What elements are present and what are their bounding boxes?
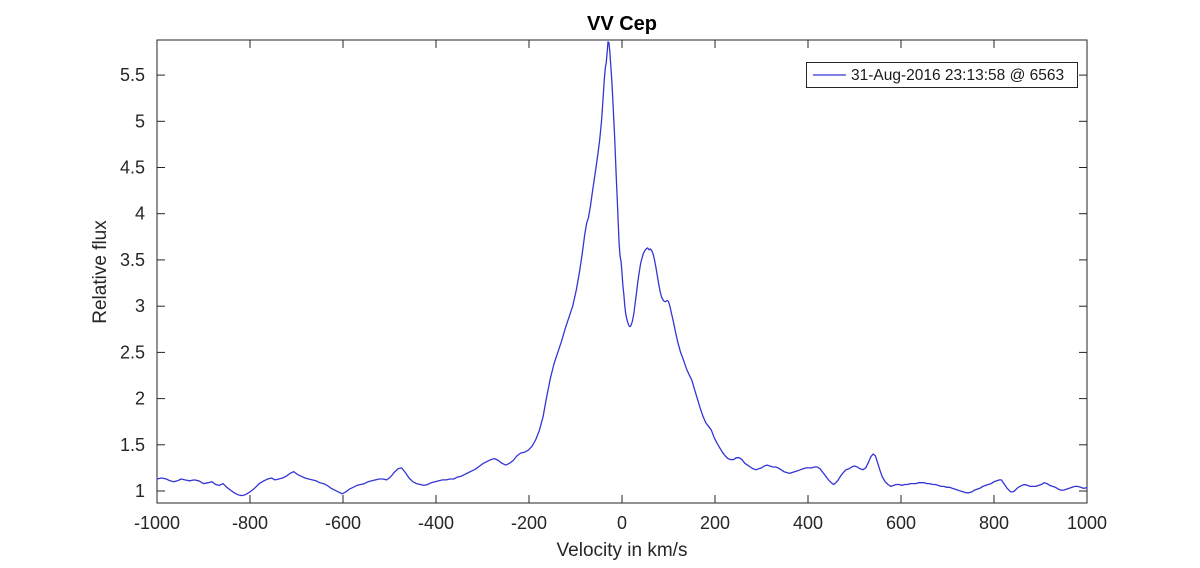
x-tick-label: 800 xyxy=(979,513,1009,533)
axis-ticks: -1000 -800 -600 -400 -200 0 200 400 600 800 1000 1 1… xyxy=(120,40,1107,533)
y-tick-label: 1.5 xyxy=(120,435,145,455)
legend: 31-Aug-2016 23:13:58 @ 6563 xyxy=(806,62,1078,88)
x-tick-label: 600 xyxy=(886,513,916,533)
y-tick-label: 1 xyxy=(135,481,145,501)
legend-label: 31-Aug-2016 23:13:58 @ 6563 xyxy=(851,67,1064,84)
x-tick-label: -400 xyxy=(418,513,454,533)
x-tick-label: 0 xyxy=(617,513,627,533)
x-tick-label: -1000 xyxy=(134,513,180,533)
y-tick-label: 5.5 xyxy=(120,65,145,85)
y-tick-label: 2 xyxy=(135,389,145,409)
legend-box xyxy=(806,62,1078,88)
x-tick-label: -800 xyxy=(232,513,268,533)
chart-title: VV Cep xyxy=(587,13,657,35)
y-tick-label: 4 xyxy=(135,204,145,224)
y-tick-label: 4.5 xyxy=(120,158,145,178)
spectrum-line-layer xyxy=(156,41,1088,497)
y-tick-label: 3 xyxy=(135,296,145,316)
x-tick-label: -200 xyxy=(511,513,547,533)
y-tick-label: 5 xyxy=(135,111,145,131)
spectrum-line xyxy=(156,41,1088,497)
x-axis-label: Velocity in km/s xyxy=(557,540,688,561)
y-axis-label: Relative flux xyxy=(90,220,111,324)
y-tick-label: 3.5 xyxy=(120,250,145,270)
x-tick-label: 1000 xyxy=(1067,513,1107,533)
x-tick-label: 400 xyxy=(793,513,823,533)
x-tick-label: -600 xyxy=(325,513,361,533)
y-tick-label: 2.5 xyxy=(120,342,145,362)
x-tick-label: 200 xyxy=(700,513,730,533)
